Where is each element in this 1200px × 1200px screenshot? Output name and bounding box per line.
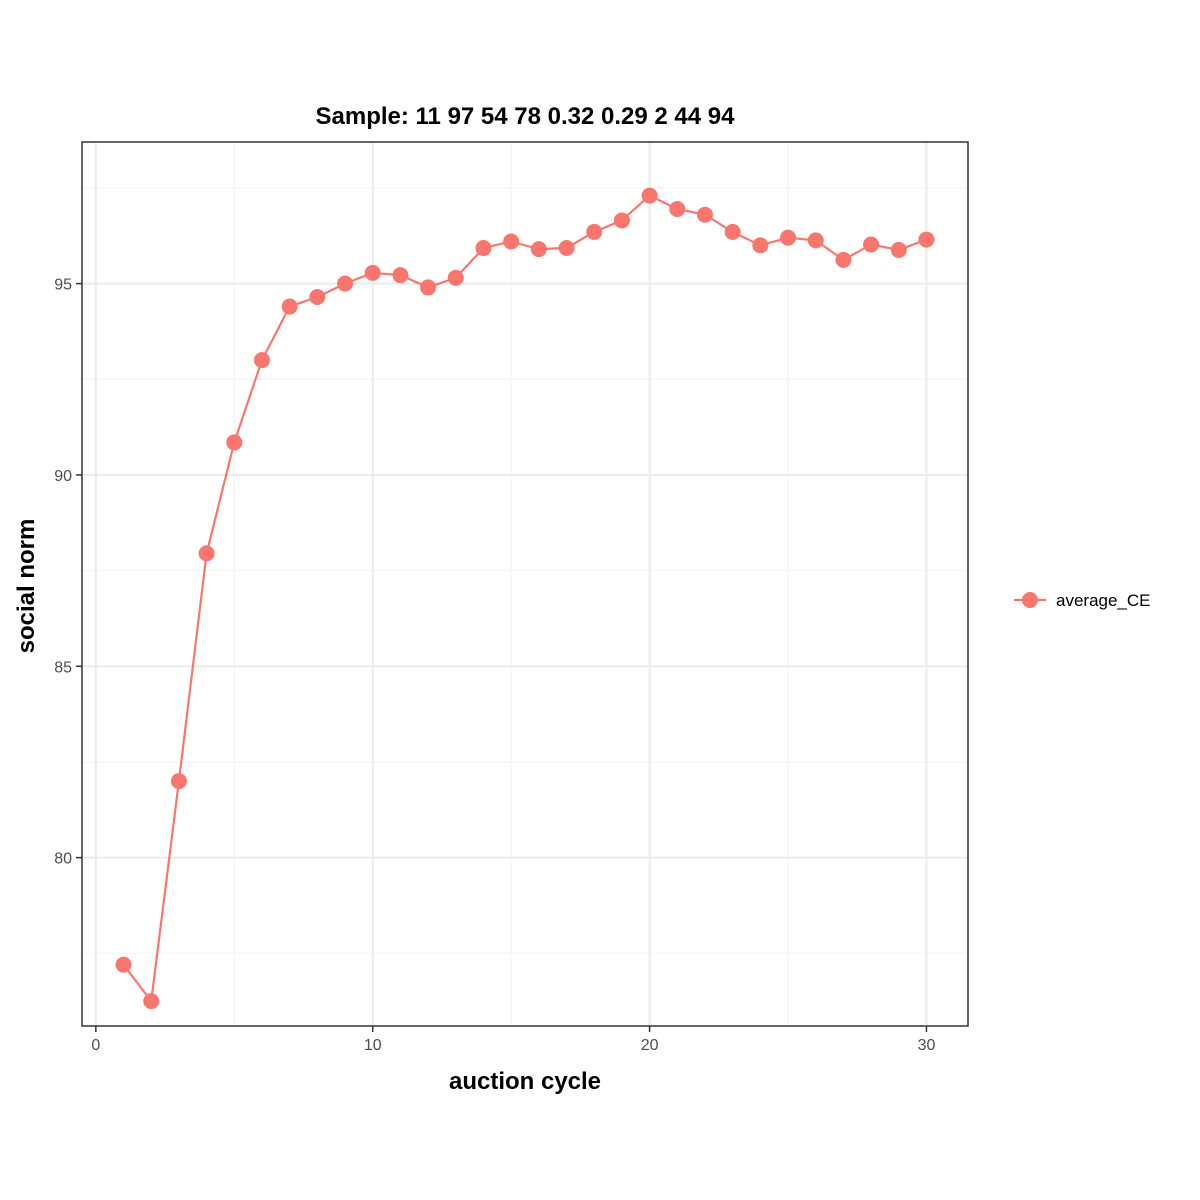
- y-axis-title: social norm: [13, 519, 40, 654]
- data-point: [918, 231, 935, 248]
- grid-major: [82, 142, 968, 1026]
- data-point: [170, 773, 187, 790]
- data-point: [835, 251, 852, 268]
- y-tick-label: 90: [54, 468, 72, 485]
- data-point: [253, 352, 270, 369]
- data-point: [558, 240, 575, 257]
- data-point: [226, 434, 243, 451]
- y-axis: 80 85 90 95: [54, 277, 82, 868]
- data-point: [669, 200, 686, 217]
- data-point: [337, 275, 354, 292]
- data-point: [724, 223, 741, 240]
- legend-label: average_CE: [1056, 591, 1151, 610]
- y-tick-label: 80: [54, 851, 72, 868]
- x-tick-label: 10: [364, 1037, 382, 1054]
- data-point: [198, 545, 215, 562]
- data-point: [364, 264, 381, 281]
- grid-minor: [82, 142, 968, 1026]
- data-point: [420, 279, 437, 296]
- panel-background: [82, 142, 968, 1026]
- x-tick-label: 30: [918, 1037, 936, 1054]
- plot-panel: [82, 142, 968, 1026]
- data-point: [696, 206, 713, 223]
- data-point: [309, 288, 326, 305]
- data-point: [143, 993, 160, 1010]
- data-point: [115, 956, 132, 973]
- data-point: [530, 241, 547, 258]
- chart-title: Sample: 11 97 54 78 0.32 0.29 2 44 94: [316, 103, 736, 130]
- data-point: [586, 223, 603, 240]
- data-point: [890, 241, 907, 258]
- data-point: [641, 187, 658, 204]
- data-point: [475, 240, 492, 257]
- y-tick-label: 85: [54, 659, 72, 676]
- data-point: [863, 236, 880, 253]
- x-axis-title: auction cycle: [449, 1068, 601, 1095]
- panel-frame: [81, 141, 969, 1027]
- legend: average_CE: [1014, 591, 1151, 610]
- data-point: [752, 237, 769, 254]
- data-point: [392, 267, 409, 284]
- data-point: [447, 269, 464, 286]
- panel-border: [81, 141, 969, 1027]
- data-point: [503, 233, 520, 250]
- data-point: [281, 298, 298, 315]
- data-point: [807, 232, 824, 249]
- series-layer: [115, 187, 935, 1010]
- x-axis: 0 10 20 30: [91, 1026, 935, 1054]
- x-tick-label: 0: [91, 1037, 100, 1054]
- y-tick-label: 95: [54, 277, 72, 294]
- data-point: [613, 212, 630, 229]
- data-point: [780, 229, 797, 246]
- x-tick-label: 20: [641, 1037, 659, 1054]
- legend-key-point: [1022, 592, 1038, 608]
